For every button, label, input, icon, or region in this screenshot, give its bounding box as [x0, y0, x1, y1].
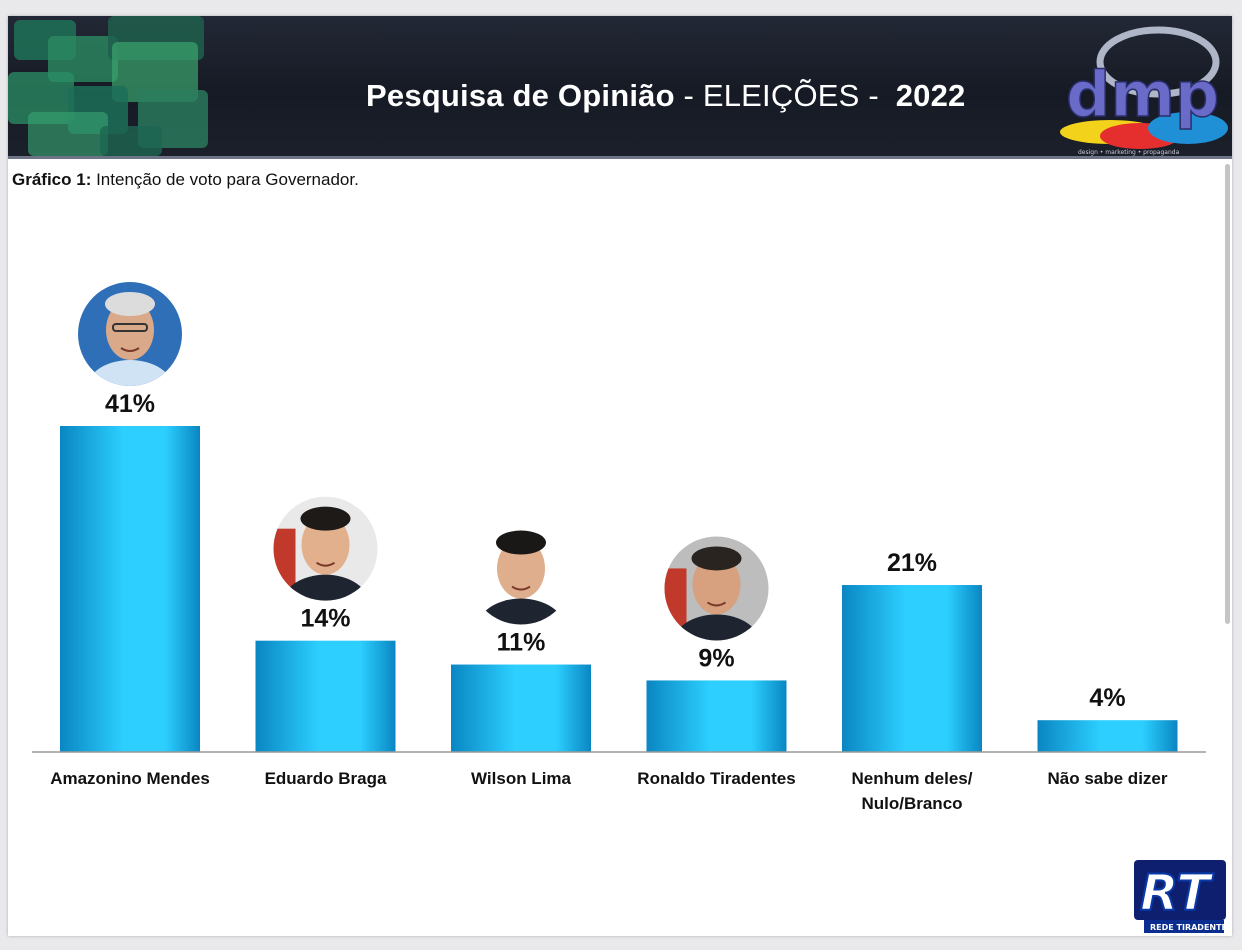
data-label-2: 14% [300, 605, 350, 633]
bar-3 [451, 664, 591, 752]
bar-4 [646, 680, 787, 752]
title-main: Pesquisa de Opinião [366, 78, 675, 113]
candidate-photo-3 [469, 520, 573, 625]
caption-text: Intenção de voto para Governador. [91, 170, 359, 189]
bar-2 [255, 640, 396, 752]
decorative-tiles [8, 16, 208, 156]
scrollbar[interactable] [1225, 164, 1230, 624]
category-label-3: Wilson Lima [471, 769, 572, 788]
bar-1 [60, 426, 200, 752]
rt-logo-tagline: REDE TIRADENTES [1150, 923, 1228, 932]
category-label-1: Amazonino Mendes [50, 769, 210, 788]
category-label-5-line-1: Nenhum deles/ [852, 769, 973, 788]
data-label-4: 9% [698, 644, 734, 672]
category-label-6: Não sabe dizer [1048, 769, 1168, 788]
data-label-6: 4% [1089, 684, 1125, 712]
rt-logo: RT REDE TIRADENTES [1134, 860, 1228, 933]
bar-chart: 41% Amazonino Mendes 14% Eduardo Braga 11% Wi… [32, 282, 1206, 813]
category-label-2: Eduardo Braga [265, 769, 387, 788]
dmp-logo: dmp design • marketing • propaganda [1060, 26, 1228, 156]
header-divider [8, 156, 1232, 159]
data-label-3: 11% [497, 629, 546, 657]
category-label-4: Ronaldo Tiradentes [637, 769, 795, 788]
page-title: Pesquisa de Opinião - ELEIÇÕES - 2022 [366, 78, 965, 114]
candidate-photo-1 [78, 282, 182, 386]
candidate-photo-4 [664, 536, 769, 641]
chart-caption: Gráfico 1: Intenção de voto para Governa… [12, 170, 359, 190]
category-label-5-line-2: Nulo/Branco [861, 794, 962, 813]
caption-label: Gráfico 1: [12, 170, 92, 189]
dmp-logo-tagline: design • marketing • propaganda [1078, 149, 1180, 156]
data-label-1: 41% [105, 390, 155, 418]
header-banner: Pesquisa de Opinião - ELEIÇÕES - 2022 dm… [8, 16, 1232, 156]
rt-logo-text: RT [1140, 864, 1214, 922]
title-sub: - ELEIÇÕES - [674, 78, 888, 113]
title-year: 2022 [895, 78, 966, 113]
dmp-logo-text: dmp [1066, 58, 1219, 131]
data-label-5: 21% [887, 549, 937, 577]
bar-5 [842, 585, 982, 752]
bar-6 [1037, 720, 1178, 752]
slide: Pesquisa de Opinião - ELEIÇÕES - 2022 dm… [8, 16, 1232, 936]
candidate-photo-2 [273, 496, 378, 601]
